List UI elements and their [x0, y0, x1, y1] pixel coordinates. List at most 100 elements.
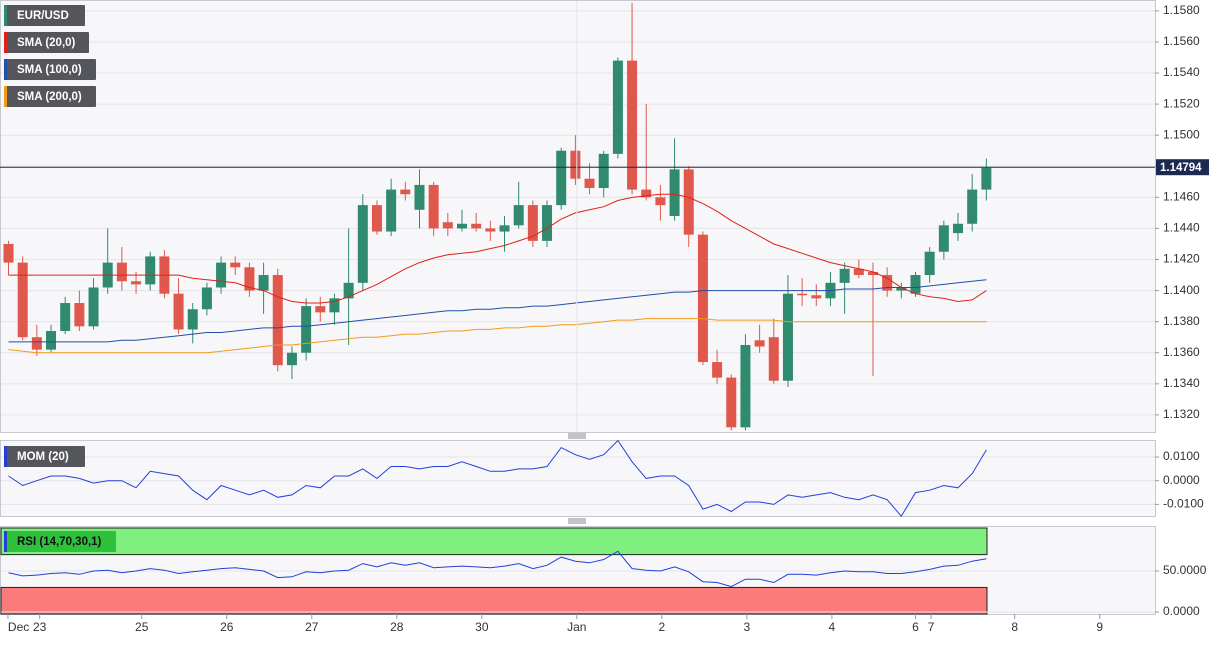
x-tick-label: 9	[1096, 620, 1103, 634]
candle-body	[88, 287, 99, 327]
legend-stripe	[4, 86, 7, 107]
candle-body	[598, 153, 609, 189]
indicator-line	[8, 193, 987, 304]
candle-body	[896, 287, 907, 291]
candle-body	[811, 295, 822, 299]
candle-body	[740, 344, 751, 428]
candle-body	[371, 205, 382, 232]
y-tick-label: 1.1340	[1163, 376, 1200, 390]
candle-body	[867, 271, 878, 276]
candle-body	[542, 205, 553, 241]
legend-label: SMA (20,0)	[17, 37, 76, 49]
candle-body	[400, 189, 411, 195]
candle-body	[953, 223, 964, 234]
oversold-band	[0, 586, 988, 615]
x-tick-label: 30	[475, 620, 489, 634]
y-tick-label: 0.0100	[1163, 449, 1200, 463]
x-tick-label: 28	[390, 620, 404, 634]
candle-body	[782, 293, 793, 381]
x-tick-label: 6	[912, 620, 919, 634]
x-tick-label: 4	[829, 620, 836, 634]
candle-body	[726, 377, 737, 428]
candle-body	[527, 205, 538, 241]
candle-body	[187, 309, 198, 330]
y-tick-label: 50.0000	[1163, 563, 1207, 577]
candle-body	[556, 150, 567, 206]
y-tick-label: 1.1440	[1163, 221, 1200, 235]
candle-body	[697, 234, 708, 363]
legend-label: RSI (14,70,30,1)	[17, 536, 102, 548]
indicator-line	[8, 279, 987, 343]
x-tick-label: 23	[33, 620, 47, 634]
y-tick-label: 1.1500	[1163, 127, 1200, 141]
candle-body	[499, 225, 510, 232]
candle-body	[513, 205, 524, 226]
candle-body	[173, 293, 184, 330]
candle-body	[457, 223, 467, 229]
legend-label: EUR/USD	[17, 10, 69, 22]
indicator-line	[8, 439, 987, 518]
candle-body	[286, 352, 297, 366]
candle-body	[17, 262, 28, 338]
y-tick-label: 0.0000	[1163, 473, 1200, 487]
y-tick-label: 1.1400	[1163, 283, 1200, 297]
candle-body	[145, 256, 156, 285]
y-tick-label: 1.1540	[1163, 65, 1200, 79]
candle-body	[201, 287, 212, 310]
last-price-box	[1156, 159, 1209, 176]
candle-body	[386, 189, 397, 232]
candle-body	[924, 251, 935, 276]
candle-body	[584, 178, 595, 189]
legend-stripe	[4, 59, 7, 80]
x-tick-label: 3	[744, 620, 751, 634]
candle-body	[216, 262, 227, 288]
y-tick-label: 1.1360	[1163, 345, 1200, 359]
candle-body	[272, 275, 283, 366]
legend-stripe	[4, 446, 7, 467]
candle-body	[938, 225, 949, 252]
candle-body	[683, 169, 694, 235]
x-tick-label: 2	[658, 620, 665, 634]
legend-stripe	[4, 531, 7, 552]
candle-body	[428, 184, 439, 229]
last-price-label: 1.14794	[1160, 162, 1202, 174]
y-tick-label: 0.0000	[1163, 604, 1200, 618]
legend-box	[4, 446, 85, 467]
y-tick-label: 1.1520	[1163, 96, 1200, 110]
candle-body	[712, 362, 723, 378]
legend-box	[4, 5, 85, 26]
x-tick-label: 8	[1011, 620, 1018, 634]
overbought-band	[0, 527, 988, 556]
candle-body	[853, 268, 864, 276]
y-tick-label: 1.1420	[1163, 252, 1200, 266]
candle-body	[797, 293, 808, 296]
candle-body	[485, 228, 496, 232]
candle-body	[414, 184, 425, 210]
legend-label: SMA (100,0)	[17, 64, 82, 76]
candle-body	[60, 303, 71, 331]
x-tick-label: 7	[928, 620, 935, 634]
legend-label: MOM (20)	[17, 451, 69, 463]
candle-body	[768, 337, 779, 381]
x-tick-label: 25	[135, 620, 149, 634]
x-tick-label: Dec	[8, 620, 29, 634]
x-tick-label: 27	[305, 620, 319, 634]
candle-body	[74, 303, 85, 327]
candle-body	[627, 60, 638, 190]
candle-body	[301, 306, 312, 353]
candle-body	[357, 205, 368, 283]
candle-body	[612, 60, 623, 154]
candle-body	[329, 298, 340, 313]
legend-stripe	[4, 32, 7, 53]
panel-background	[0, 440, 1156, 517]
legend-box	[4, 531, 116, 552]
candle-body	[669, 169, 680, 216]
candle-body	[131, 281, 142, 285]
candle-body	[655, 197, 666, 206]
candle-body	[442, 222, 453, 229]
legend-box	[4, 32, 89, 53]
y-tick-label: 1.1380	[1163, 314, 1200, 328]
indicator-line	[8, 318, 987, 354]
y-tick-label: 1.1560	[1163, 34, 1200, 48]
panel-background	[0, 0, 1156, 433]
